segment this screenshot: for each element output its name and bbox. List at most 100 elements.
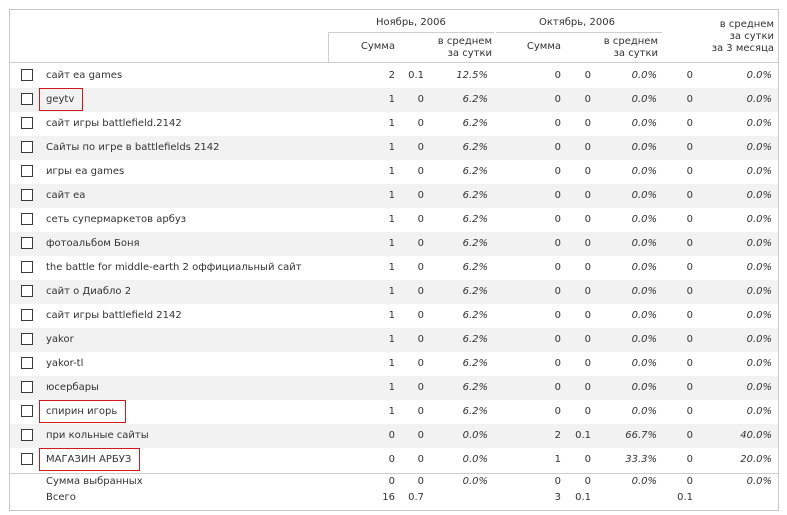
oct-sum-header: Сумма [526,41,561,52]
nov-pct-cell: 6.2% [462,214,488,225]
quarter-avg-header-line2: за сутки [729,31,774,42]
row-checkbox[interactable] [21,381,33,393]
nov-pct-cell: 6.2% [462,94,488,105]
nov-avg-cell: 0 [417,190,424,201]
quarter-pct-cell: 0.0% [746,334,772,345]
nov-sum-cell: 1 [388,334,395,345]
nov-sum-cell: 1 [388,214,395,225]
nov-avg-cell: 0 [417,94,424,105]
selected-sum-row: Сумма выбранных 0 0 0.0% 0 0 0.0% 0 0.0% [10,474,778,490]
row-checkbox[interactable] [21,69,33,81]
quarter-avg-cell: 0 [686,262,693,273]
oct-avg-cell: 0 [584,358,591,369]
row-checkbox[interactable] [21,333,33,345]
row-checkbox[interactable] [21,285,33,297]
keyword-text: сайт о Диабло 2 [46,286,132,297]
row-checkbox[interactable] [21,165,33,177]
nov-pct-cell: 6.2% [462,310,488,321]
nov-avg-cell: 0 [417,334,424,345]
oct-avg-cell: 0 [584,310,591,321]
selected-oct-avg: 0 [584,476,591,487]
nov-pct-cell: 6.2% [462,334,488,345]
nov-pct-cell: 6.2% [462,406,488,417]
oct-pct-cell: 0.0% [631,190,657,201]
row-checkbox[interactable] [21,141,33,153]
total-oct-sum: 3 [554,492,561,503]
table-row: geytv 1 0 6.2% 0 0 0.0% 0 0.0% [10,88,778,112]
oct-sum-cell: 0 [554,70,561,81]
row-checkbox[interactable] [21,213,33,225]
table-row: сайт ea 1 0 6.2% 0 0 0.0% 0 0.0% [10,184,778,208]
nov-sum-cell: 1 [388,310,395,321]
nov-avg-cell: 0 [417,238,424,249]
oct-avg-cell: 0 [584,334,591,345]
keyword-text: Сайты по игре в battlefields 2142 [46,142,220,153]
oct-pct-cell: 0.0% [631,142,657,153]
quarter-avg-cell: 0 [686,70,693,81]
keyword-text: сайт игры battlefield.2142 [46,118,182,129]
oct-avg-cell: 0 [584,70,591,81]
row-checkbox[interactable] [21,453,33,465]
row-checkbox[interactable] [21,357,33,369]
nov-avg-cell: 0 [417,286,424,297]
quarter-avg-cell: 0 [686,118,693,129]
quarter-avg-cell: 0 [686,94,693,105]
keyword-text: сайт ea [46,190,86,201]
row-checkbox[interactable] [21,309,33,321]
quarter-avg-cell: 0 [686,310,693,321]
quarter-pct-cell: 0.0% [746,238,772,249]
table-row: сайт о Диабло 2 1 0 6.2% 0 0 0.0% 0 0.0% [10,280,778,304]
row-checkbox[interactable] [21,429,33,441]
total-row: Всего 16 0.7 3 0.1 0.1 [10,490,778,506]
oct-sum-cell: 0 [554,358,561,369]
nov-sum-cell: 1 [388,262,395,273]
total-oct-avg: 0.1 [575,492,591,503]
table-row: игры ea games 1 0 6.2% 0 0 0.0% 0 0.0% [10,160,778,184]
row-checkbox[interactable] [21,117,33,129]
header-divider-november [328,32,494,33]
nov-sum-cell: 0 [388,430,395,441]
nov-avg-cell: 0 [417,382,424,393]
quarter-pct-cell: 0.0% [746,262,772,273]
nov-avg-cell: 0 [417,454,424,465]
header-divider-october [496,32,662,33]
keyword-highlight-box [39,448,140,471]
nov-sum-cell: 1 [388,286,395,297]
table-row: the battle for middle-earth 2 оффициальн… [10,256,778,280]
oct-pct-cell: 0.0% [631,238,657,249]
quarter-pct-cell: 20.0% [740,454,772,465]
oct-avg-cell: 0 [584,142,591,153]
quarter-avg-cell: 0 [686,454,693,465]
oct-sum-cell: 0 [554,310,561,321]
quarter-pct-cell: 0.0% [746,70,772,81]
nov-pct-cell: 6.2% [462,358,488,369]
oct-sum-cell: 0 [554,142,561,153]
nov-pct-cell: 6.2% [462,118,488,129]
oct-sum-cell: 0 [554,190,561,201]
row-checkbox[interactable] [21,261,33,273]
quarter-pct-cell: 0.0% [746,358,772,369]
table-row: МАГАЗИН АРБУЗ 0 0 0.0% 1 0 33.3% 0 20.0% [10,448,778,472]
quarter-pct-cell: 0.0% [746,166,772,177]
nov-sum-cell: 1 [388,142,395,153]
oct-pct-cell: 0.0% [631,406,657,417]
quarter-avg-cell: 0 [686,430,693,441]
oct-pct-cell: 0.0% [631,334,657,345]
oct-sum-cell: 0 [554,214,561,225]
quarter-avg-header-line1: в среднем [719,19,774,30]
row-checkbox[interactable] [21,405,33,417]
row-checkbox[interactable] [21,189,33,201]
oct-avg-cell: 0 [584,382,591,393]
quarter-avg-cell: 0 [686,190,693,201]
nov-avg-header-line1: в среднем [437,36,492,47]
row-checkbox[interactable] [21,237,33,249]
oct-avg-cell: 0 [584,286,591,297]
keyword-text: сайт ea games [46,70,123,81]
keyword-text: игры ea games [46,166,125,177]
nov-avg-cell: 0 [417,406,424,417]
oct-sum-cell: 0 [554,238,561,249]
quarter-pct-cell: 40.0% [740,430,772,441]
total-nov-avg: 0.7 [408,492,424,503]
oct-sum-cell: 0 [554,118,561,129]
row-checkbox[interactable] [21,93,33,105]
